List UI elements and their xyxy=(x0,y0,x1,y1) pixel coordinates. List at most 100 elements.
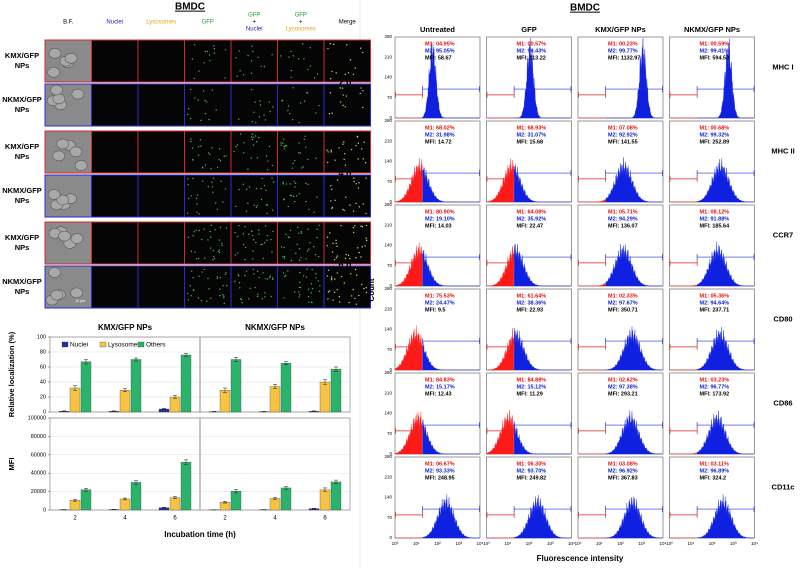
signal xyxy=(283,247,284,248)
signal xyxy=(355,145,356,146)
signal xyxy=(198,258,199,259)
signal xyxy=(284,148,285,149)
signal xyxy=(287,110,288,111)
signal xyxy=(316,237,317,238)
signal xyxy=(202,181,203,182)
bar xyxy=(170,498,180,510)
signal xyxy=(220,160,221,161)
bar xyxy=(320,382,330,412)
y-tick-label: 70 xyxy=(387,95,393,100)
signal xyxy=(238,225,239,226)
signal xyxy=(246,270,247,271)
signal xyxy=(197,194,198,195)
signal xyxy=(224,77,225,78)
signal xyxy=(215,202,216,203)
signal xyxy=(327,162,328,163)
panel-title: KMX/GFP NPs xyxy=(98,323,153,332)
m1-label: M1: 08.12% xyxy=(700,209,730,215)
signal xyxy=(226,285,227,286)
signal xyxy=(299,282,300,283)
signal xyxy=(288,236,289,237)
signal xyxy=(298,296,299,297)
signal xyxy=(332,243,333,244)
signal xyxy=(344,210,345,211)
signal xyxy=(364,245,365,246)
mfi-label: MFI: 15.68 xyxy=(517,139,544,145)
signal xyxy=(240,133,241,134)
signal xyxy=(330,200,331,201)
micrograph xyxy=(92,222,139,264)
signal xyxy=(272,231,273,232)
signal xyxy=(331,71,332,72)
signal xyxy=(337,272,338,273)
legend-label: Others xyxy=(146,342,166,349)
signal xyxy=(257,296,258,297)
signal xyxy=(366,240,367,241)
signal xyxy=(201,239,202,240)
y-tick-label: 140 xyxy=(384,159,392,164)
signal xyxy=(353,210,354,211)
signal xyxy=(251,72,252,73)
micrograph xyxy=(231,266,278,308)
micrograph xyxy=(138,84,185,126)
signal xyxy=(317,73,318,74)
signal xyxy=(244,275,245,276)
signal xyxy=(211,182,212,183)
signal xyxy=(345,106,346,107)
signal xyxy=(349,204,350,205)
signal xyxy=(301,167,302,168)
signal xyxy=(217,167,218,168)
cell xyxy=(59,231,71,241)
signal xyxy=(342,94,343,95)
micrograph xyxy=(138,222,185,264)
y-tick-label: 280 xyxy=(384,370,392,375)
signal xyxy=(282,182,283,183)
signal xyxy=(192,235,193,236)
signal xyxy=(234,232,235,233)
signal xyxy=(315,273,316,274)
signal xyxy=(190,89,191,90)
signal xyxy=(243,142,244,143)
bar xyxy=(120,390,130,412)
row-label: NPs xyxy=(15,61,30,70)
signal xyxy=(333,44,334,45)
row-label: MHC I xyxy=(772,62,793,71)
y-tick-label: 60 xyxy=(40,364,46,370)
signal xyxy=(253,144,254,145)
signal xyxy=(328,291,329,292)
bar xyxy=(131,360,141,413)
mfi-label: MFI: 249.82 xyxy=(517,475,547,481)
column-header: GFP xyxy=(202,20,214,26)
signal xyxy=(261,66,262,67)
signal xyxy=(290,51,291,52)
signal xyxy=(252,51,253,52)
x-tick-label: 10³ xyxy=(638,541,645,546)
signal xyxy=(188,299,189,300)
y-axis-label: Count xyxy=(367,278,376,301)
signal xyxy=(207,239,208,240)
signal xyxy=(237,236,238,237)
micrograph xyxy=(231,84,278,126)
signal xyxy=(290,195,291,196)
signal xyxy=(252,250,253,251)
signal xyxy=(345,197,346,198)
signal xyxy=(204,100,205,101)
signal xyxy=(210,168,211,169)
signal xyxy=(199,213,200,214)
micrograph xyxy=(324,222,371,264)
signal xyxy=(334,278,335,279)
signal xyxy=(292,119,293,120)
signal xyxy=(332,207,333,208)
signal xyxy=(208,186,209,187)
signal xyxy=(283,297,284,298)
micrograph xyxy=(324,266,371,308)
signal xyxy=(193,290,194,291)
signal xyxy=(356,303,357,304)
signal xyxy=(360,225,361,226)
signal xyxy=(220,277,221,278)
signal xyxy=(305,147,306,148)
column-header: B.F. xyxy=(63,20,74,26)
signal xyxy=(357,136,358,137)
bar xyxy=(81,490,91,510)
